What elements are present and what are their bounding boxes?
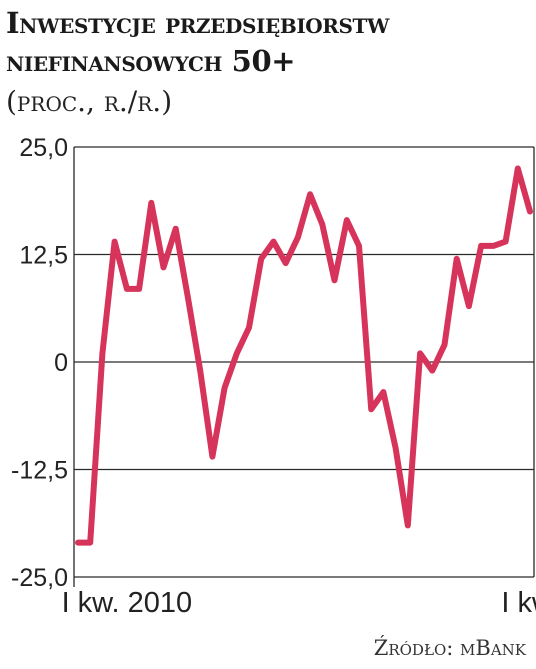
y-tick-label-1: 12,5 <box>19 242 68 270</box>
x-tick-label-1: I kw. 2019 <box>501 587 536 619</box>
y-tick-label-3: -12,5 <box>11 457 68 485</box>
y-tick-label-4: -25,0 <box>11 564 68 592</box>
source-note: Źródło: mBank <box>373 636 526 660</box>
series-line <box>75 165 533 546</box>
x-tick-label-0: I kw. 2010 <box>62 587 193 619</box>
y-tick-label-2: 0 <box>54 349 68 377</box>
chart-subtitle: (proc., r./r.) <box>6 85 173 118</box>
y-tick-label-0: 25,0 <box>19 134 68 162</box>
chart-title: Inwestycje przedsiębiorstw niefinansowyc… <box>6 6 390 78</box>
